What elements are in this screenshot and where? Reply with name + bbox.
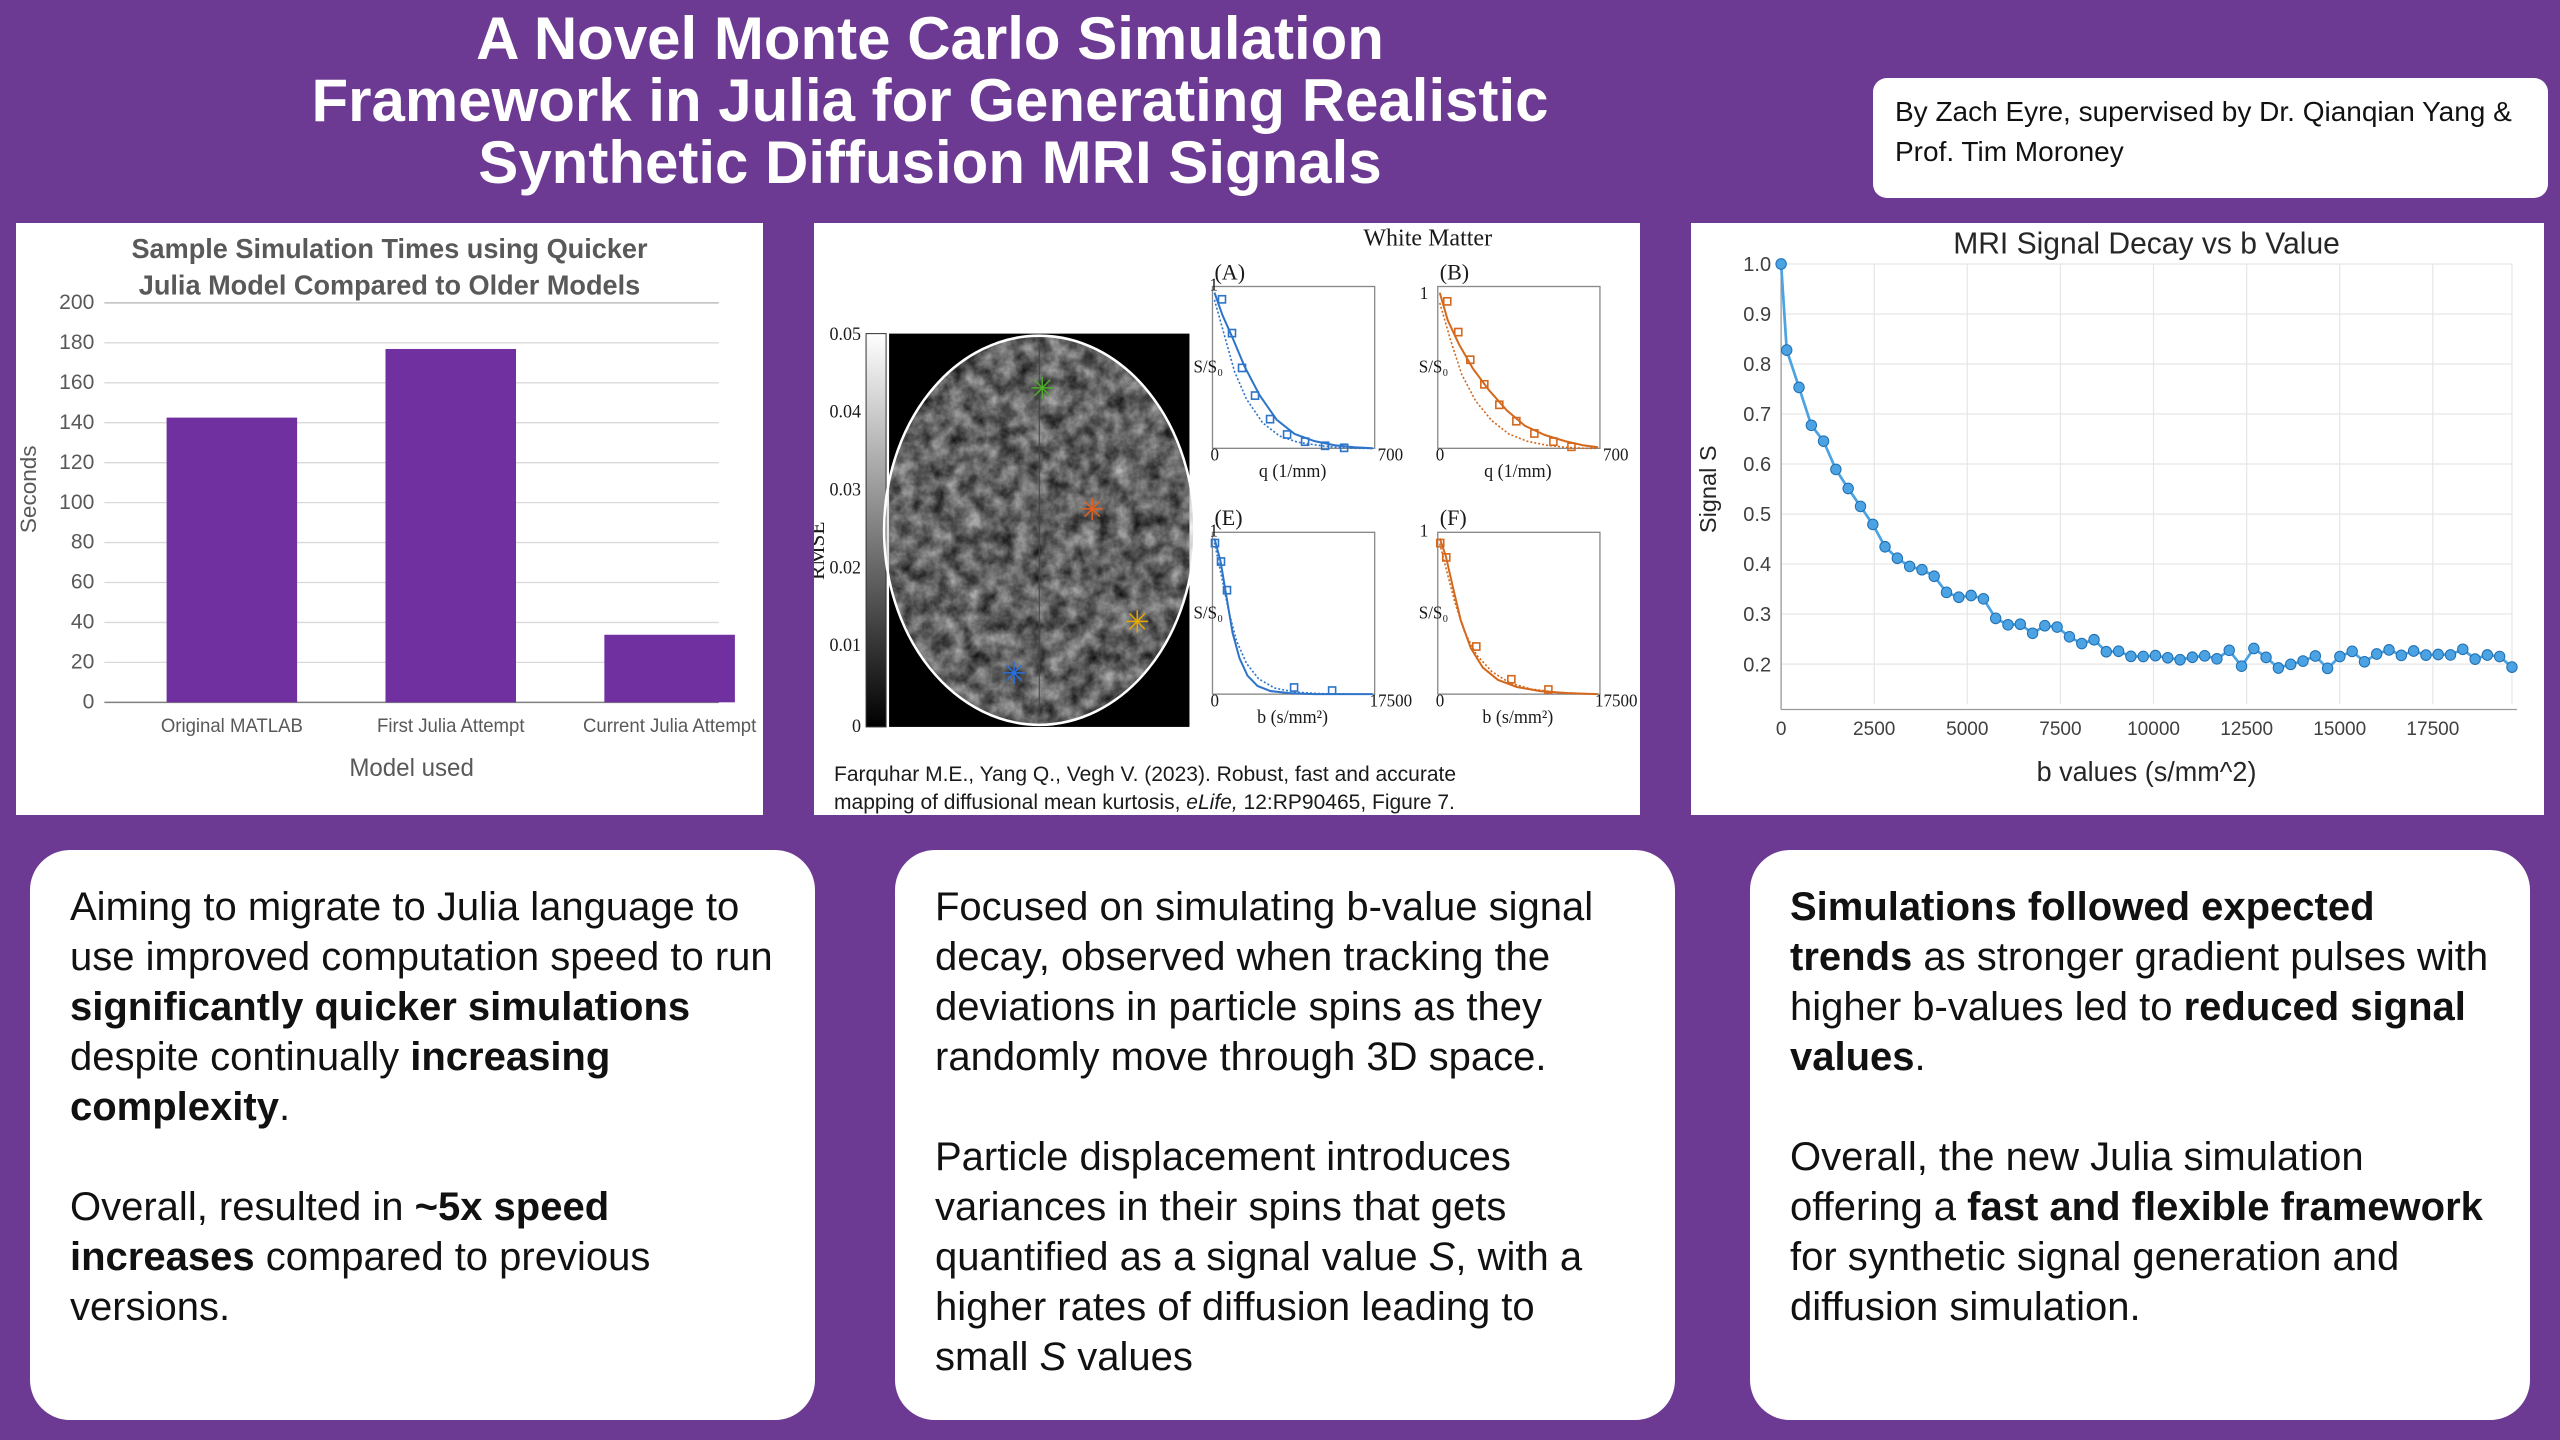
svg-text:5000: 5000 [1946,719,1988,740]
svg-text:0.01: 0.01 [830,635,862,655]
svg-text:1: 1 [1420,521,1429,540]
svg-text:0: 0 [1776,719,1787,740]
svg-text:✳: ✳ [1030,372,1055,406]
svg-text:(B): (B) [1440,259,1469,284]
svg-text:12500: 12500 [2220,719,2273,740]
svg-text:(F): (F) [1440,505,1467,530]
svg-text:10000: 10000 [2127,719,2180,740]
svg-text:✳: ✳ [1002,657,1027,691]
svg-text:20: 20 [71,649,94,673]
svg-text:Original MATLAB: Original MATLAB [161,715,303,736]
svg-text:(E): (E) [1214,505,1242,530]
svg-text:700: 700 [1603,445,1629,464]
svg-text:S/S₀: S/S₀ [1193,603,1223,622]
svg-text:Seconds: Seconds [16,445,41,533]
svg-text:140: 140 [59,410,94,434]
svg-text:80: 80 [71,530,94,554]
svg-text:MRI Signal Decay vs b Value: MRI Signal Decay vs b Value [1953,226,2340,260]
svg-text:200: 200 [59,290,94,314]
svg-text:180: 180 [59,330,94,354]
svg-text:100: 100 [59,490,94,514]
svg-text:15000: 15000 [2313,719,2366,740]
svg-text:17500: 17500 [2406,719,2459,740]
svg-text:Julia Model Compared to Older: Julia Model Compared to Older Models [139,269,640,300]
svg-text:0.03: 0.03 [830,479,862,499]
svg-text:7500: 7500 [2039,719,2081,740]
svg-text:0.2: 0.2 [1743,654,1771,676]
svg-text:S/S₀: S/S₀ [1193,357,1223,376]
svg-text:Model used: Model used [349,755,474,782]
svg-text:✳: ✳ [1080,493,1105,527]
svg-text:0.05: 0.05 [830,324,862,344]
svg-text:0.4: 0.4 [1743,554,1771,576]
svg-text:mapping of diffusional mean ku: mapping of diffusional mean kurtosis, eL… [834,790,1455,814]
svg-text:700: 700 [1378,445,1404,464]
svg-text:17500: 17500 [1370,691,1413,710]
svg-text:0.04: 0.04 [830,401,862,421]
svg-text:0.6: 0.6 [1743,454,1771,476]
svg-text:b (s/mm²): b (s/mm²) [1482,707,1553,728]
svg-text:0: 0 [1210,691,1219,710]
svg-text:2500: 2500 [1853,719,1895,740]
svg-text:1.0: 1.0 [1743,254,1771,276]
svg-text:0: 0 [1436,445,1445,464]
svg-text:q (1/mm): q (1/mm) [1484,461,1552,482]
svg-text:1: 1 [1209,275,1218,294]
svg-text:0.7: 0.7 [1743,404,1771,426]
svg-text:40: 40 [71,609,94,633]
svg-text:q (1/mm): q (1/mm) [1259,461,1327,482]
svg-text:1: 1 [1209,521,1218,540]
svg-text:0.5: 0.5 [1743,504,1771,526]
svg-text:b values (s/mm^2): b values (s/mm^2) [2037,756,2257,787]
svg-text:160: 160 [59,370,94,394]
svg-text:60: 60 [71,569,94,593]
svg-text:0.9: 0.9 [1743,304,1771,326]
svg-text:120: 120 [59,450,94,474]
svg-text:✳: ✳ [1125,605,1150,639]
svg-text:White Matter: White Matter [1363,224,1492,251]
svg-text:0.8: 0.8 [1743,354,1771,376]
svg-text:First Julia Attempt: First Julia Attempt [377,715,525,736]
svg-text:0: 0 [1436,691,1445,710]
svg-text:RMSE: RMSE [814,521,829,580]
svg-text:b (s/mm²): b (s/mm²) [1257,707,1328,728]
svg-text:Current Julia Attempt: Current Julia Attempt [583,715,757,736]
svg-text:0: 0 [852,716,861,736]
svg-text:17500: 17500 [1595,691,1638,710]
svg-text:1: 1 [1420,284,1429,303]
svg-text:0.3: 0.3 [1743,604,1771,626]
svg-text:S/S₀: S/S₀ [1419,603,1449,622]
svg-text:0: 0 [83,689,95,713]
svg-text:Signal S: Signal S [1695,445,1721,533]
svg-text:0.02: 0.02 [830,557,862,577]
svg-text:Sample Simulation Times using: Sample Simulation Times using Quicker [131,233,647,264]
svg-text:0: 0 [1210,445,1219,464]
svg-text:S/S₀: S/S₀ [1419,357,1449,376]
svg-text:(A): (A) [1214,259,1245,284]
svg-text:Farquhar M.E., Yang Q., Vegh V: Farquhar M.E., Yang Q., Vegh V. (2023). … [834,762,1456,786]
